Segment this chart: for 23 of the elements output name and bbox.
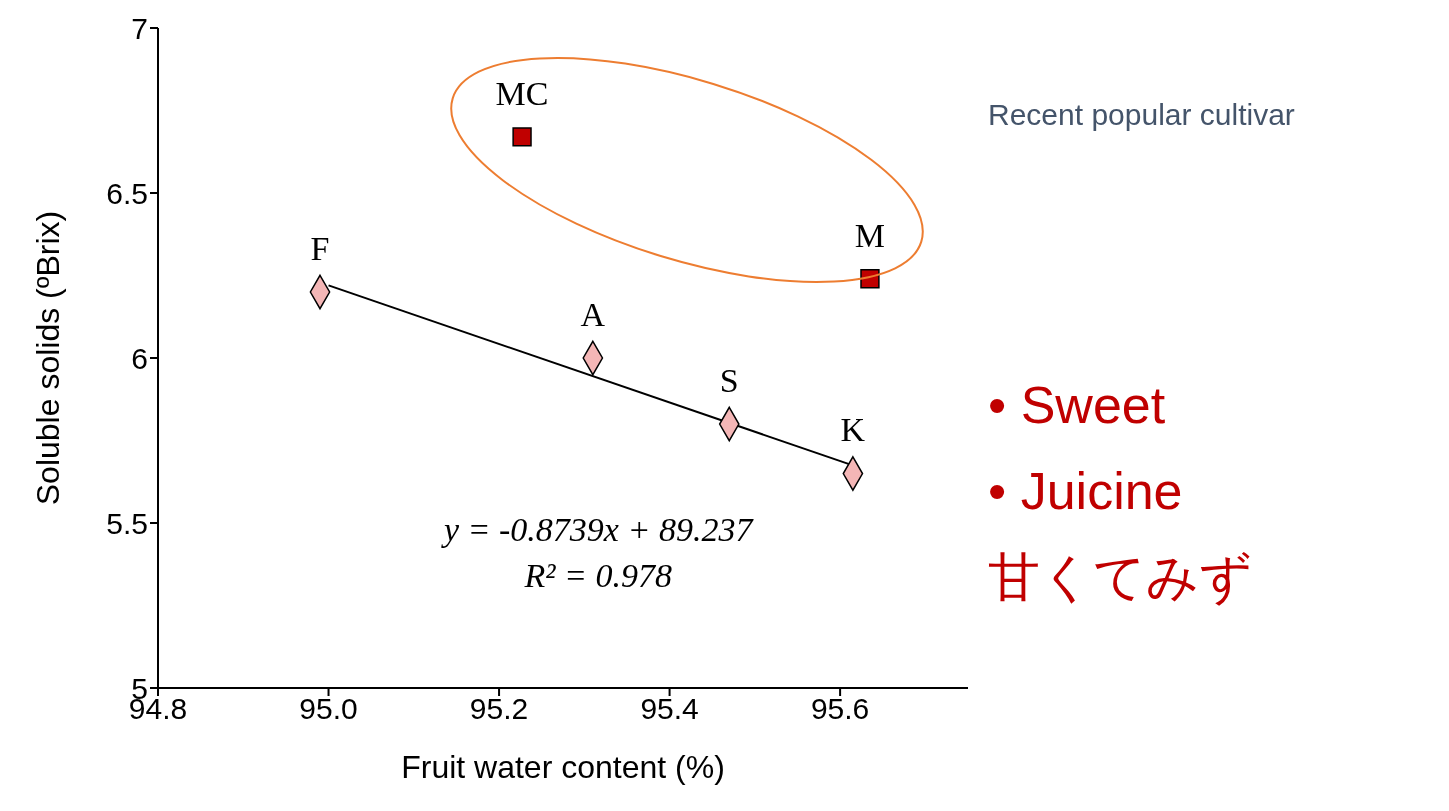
x-axis-title: Fruit water content (%) — [401, 749, 725, 785]
x-tick-label: 95.0 — [299, 692, 358, 726]
text: 甘くてみず — [988, 547, 1253, 608]
x-tick-label: 95.4 — [640, 692, 699, 726]
text: Recent popular cultivar — [988, 98, 1296, 132]
y-axis-title: Soluble solids (ºBrix) — [29, 209, 67, 508]
data-label: K — [840, 411, 866, 449]
text: • Sweet — [988, 375, 1167, 436]
x-tick-label: 95.6 — [810, 692, 870, 726]
data-label: MC — [495, 74, 549, 112]
y-tick-label: 5.5 — [106, 506, 148, 540]
text: • Juicine — [988, 461, 1184, 522]
y-tick-label: 6.5 — [106, 176, 148, 210]
y-tick-label: 6 — [131, 341, 148, 375]
y-tick-label: 7 — [131, 11, 148, 45]
data-label: M — [854, 216, 886, 254]
annotation: y = -0.8739x + 89.237 — [440, 509, 755, 550]
data-label: S — [719, 361, 739, 399]
point — [512, 127, 532, 147]
data-label: A — [580, 295, 606, 333]
annotation: R² = 0.978 — [523, 555, 673, 596]
data-label: F — [310, 229, 330, 267]
x-tick-label: 95.2 — [469, 692, 529, 726]
